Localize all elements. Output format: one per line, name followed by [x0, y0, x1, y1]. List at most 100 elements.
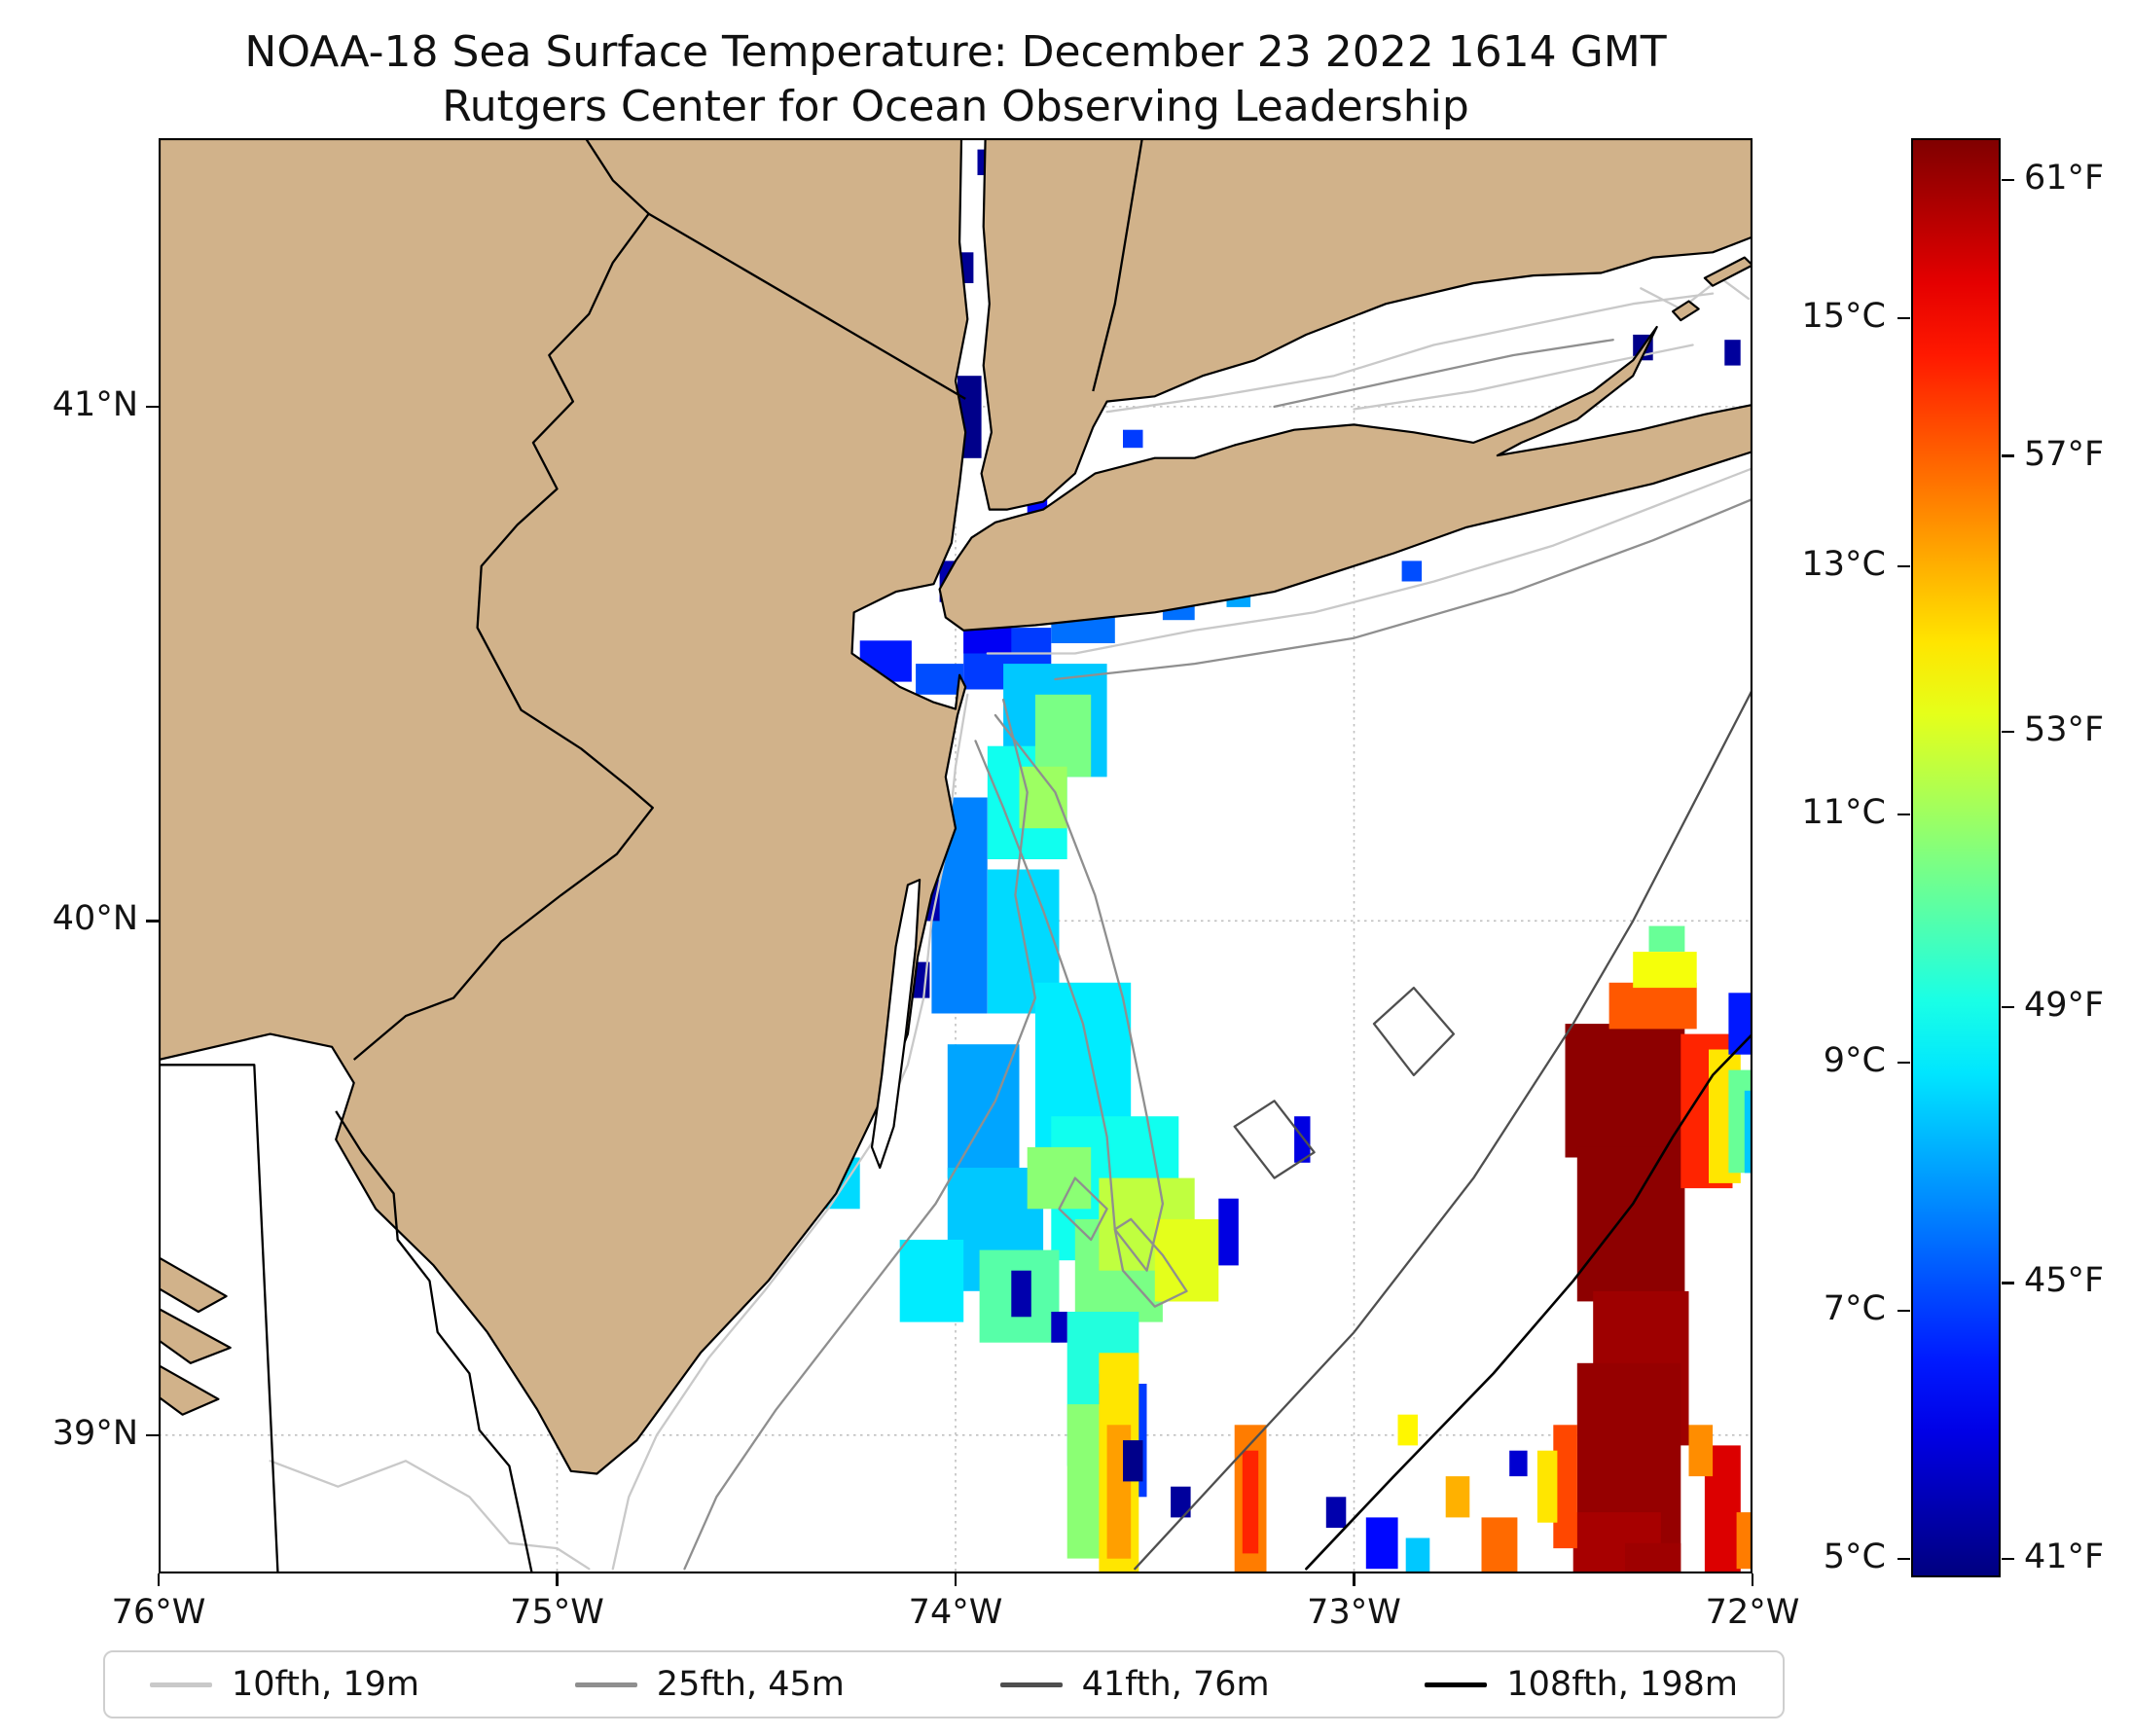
- bathymetry-legend: 10fth, 19m 25fth, 45m 41fth, 76m 108fth, 19…: [103, 1650, 1785, 1718]
- colorbar-celsius-tick: [1897, 813, 1910, 815]
- sst-patch: [1536, 1450, 1558, 1523]
- sst-patch: [1325, 1497, 1347, 1528]
- x-tick-label: 72°W: [1705, 1593, 1800, 1632]
- sst-patch: [1625, 1542, 1681, 1573]
- x-tick: [157, 1573, 161, 1586]
- contour-25fth-hudson-shelf-valley: [974, 713, 1165, 1272]
- sst-patch: [1397, 1414, 1418, 1446]
- contour-41fth-loop-b: [1372, 986, 1456, 1077]
- colorbar-fahrenheit-tick: [2002, 1005, 2014, 1009]
- sst-patch: [1633, 952, 1697, 989]
- land-mainland-west: [159, 138, 969, 1475]
- legend-item: 41fth, 76m: [999, 1665, 1270, 1704]
- sst-patch: [1401, 561, 1423, 582]
- land-creek-finger-3: [159, 1363, 220, 1416]
- colorbar-fahrenheit-label: 41°F: [2024, 1537, 2105, 1576]
- border-pa-nj-delaware-river: [352, 138, 654, 1061]
- sst-patch: [1123, 1440, 1143, 1482]
- x-tick: [1751, 1573, 1754, 1586]
- colorbar-fahrenheit-tick: [2002, 730, 2014, 733]
- sst-patch: [1011, 1270, 1031, 1318]
- sst-patch: [1728, 993, 1753, 1055]
- colorbar-fahrenheit-label: 57°F: [2024, 434, 2105, 474]
- sst-patch: [1565, 1024, 1685, 1158]
- contour-41fth-main: [1134, 688, 1753, 1571]
- sst-patch: [947, 1044, 1020, 1178]
- sst-patch: [1242, 1450, 1259, 1554]
- sst-patch: [1123, 429, 1143, 449]
- sst-patch: [1051, 1312, 1067, 1343]
- sst-patch: [1445, 1476, 1470, 1518]
- contour-25fth-sound: [1273, 339, 1614, 409]
- y-tick-label: 41°N: [52, 384, 138, 424]
- sst-patch: [1576, 1146, 1685, 1302]
- border-md-de-border: [159, 1064, 279, 1573]
- border-ny-nj-border: [648, 212, 966, 400]
- contour-25fth-loop-a: [1113, 1217, 1188, 1308]
- colorbar-fahrenheit-label: 49°F: [2024, 986, 2105, 1026]
- colorbar-celsius-label: 11°C: [1801, 792, 1886, 832]
- y-tick: [146, 920, 159, 922]
- legend-item-label: 10fth, 19m: [232, 1665, 420, 1704]
- legend-item: 10fth, 19m: [150, 1665, 419, 1704]
- colorbar-celsius-label: 5°C: [1823, 1537, 1886, 1576]
- legend-line-sample: [574, 1682, 637, 1687]
- sst-patch: [899, 1240, 964, 1322]
- colorbar-celsius-tick: [1897, 316, 1910, 320]
- land-mainland-east: [980, 138, 1753, 511]
- border-ny-ct-border: [1092, 138, 1143, 392]
- colorbar-celsius-tick: [1897, 1309, 1910, 1312]
- colorbar-fahrenheit-tick: [2002, 454, 2014, 457]
- x-tick: [1353, 1573, 1355, 1586]
- sst-patch: [1027, 1146, 1092, 1210]
- sst-patch: [1171, 1486, 1191, 1518]
- sst-patch: [1724, 340, 1741, 366]
- x-tick: [954, 1573, 958, 1586]
- sst-patch: [1034, 694, 1092, 778]
- colorbar-fahrenheit-tick: [2002, 179, 2014, 182]
- sst-patch: [1648, 925, 1685, 952]
- sst-patch: [1736, 1512, 1753, 1570]
- contour-10fth-sound-a: [1105, 292, 1715, 414]
- land-plum-island: [1672, 300, 1700, 322]
- figure-title-line1: NOAA-18 Sea Surface Temperature: Decembe…: [244, 27, 1667, 77]
- sst-patch: [1405, 1537, 1430, 1573]
- colorbar-fahrenheit-tick: [2002, 1557, 2014, 1560]
- colorbar-celsius-tick: [1897, 1557, 1910, 1560]
- water-barnegat-bay: [870, 879, 921, 1170]
- sst-patch: [1294, 1116, 1311, 1163]
- sst-patch: [916, 664, 964, 695]
- land-creek-finger-1: [159, 1255, 228, 1314]
- legend-item: 25fth, 45m: [574, 1665, 845, 1704]
- map-layers: [159, 138, 1753, 1573]
- y-tick: [146, 1433, 159, 1437]
- figure-title-line2: Rutgers Center for Ocean Observing Leade…: [442, 82, 1469, 131]
- sst-patch: [1481, 1517, 1518, 1573]
- legend-item-label: 25fth, 45m: [656, 1665, 845, 1704]
- colorbar-fahrenheit-tick: [2002, 1282, 2014, 1284]
- sst-patch: [1365, 1517, 1398, 1570]
- contour-10fth-delaware-mouth: [269, 1460, 591, 1571]
- colorbar-celsius-label: 15°C: [1801, 296, 1886, 336]
- colorbar-celsius-tick: [1897, 564, 1910, 567]
- x-tick-label: 73°W: [1307, 1593, 1401, 1632]
- contour-25fth-li-offshore: [1054, 497, 1753, 681]
- colorbar-celsius-label: 13°C: [1801, 544, 1886, 584]
- legend-item-label: 41fth, 76m: [1081, 1665, 1270, 1704]
- land-fishers-island: [1703, 256, 1753, 287]
- y-tick-label: 39°N: [52, 1413, 138, 1453]
- contour-25fth-nj-offshore: [683, 698, 1037, 1571]
- colorbar-fahrenheit-label: 61°F: [2024, 159, 2105, 199]
- sst-patch: [1509, 1450, 1528, 1477]
- border-delaware-bay-west-shore: [335, 1110, 533, 1573]
- contour-10fth-corner: [1640, 276, 1751, 310]
- land-long-island: [938, 325, 1753, 632]
- sst-patch: [1608, 982, 1697, 1030]
- colorbar-celsius-label: 9°C: [1823, 1040, 1886, 1080]
- colorbar-fahrenheit-label: 45°F: [2024, 1261, 2105, 1301]
- sst-patch: [1744, 1090, 1753, 1174]
- x-tick-label: 76°W: [111, 1593, 206, 1632]
- contour-10fth-li-south: [986, 467, 1753, 655]
- axes-spine: [159, 138, 1753, 1573]
